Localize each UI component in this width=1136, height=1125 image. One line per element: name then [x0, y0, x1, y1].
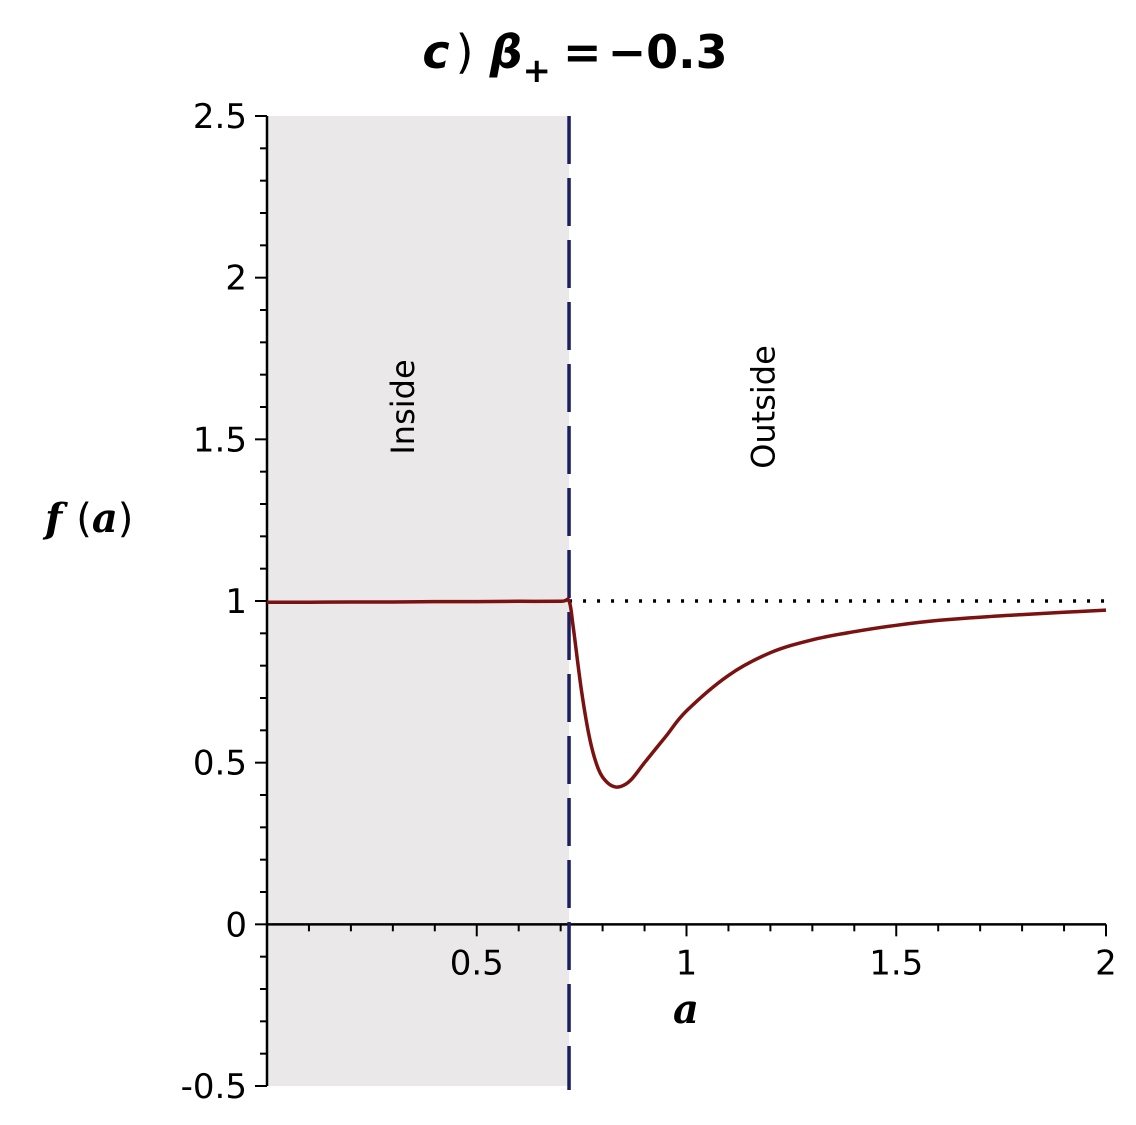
- title-subscript: +: [523, 51, 552, 91]
- chart-title: c) β+ = −0.3: [422, 25, 727, 91]
- y-tick-label: -0.5: [181, 1067, 247, 1107]
- y-tick-label: 2: [225, 259, 247, 299]
- series-curve: [266, 597, 1107, 789]
- x-axis-label: a: [673, 986, 699, 1033]
- x-tick-label: 0.5: [450, 943, 504, 983]
- y-axis-open: (: [76, 496, 92, 542]
- y-axis-close: ): [118, 496, 134, 542]
- x-tick-label: 1: [676, 943, 698, 983]
- y-axis-var: a: [92, 495, 118, 542]
- y-tick-label: 0: [225, 905, 247, 945]
- title-prefix: c: [422, 25, 449, 79]
- x-tick-label: 1.5: [869, 943, 923, 983]
- title-equals: =: [563, 25, 602, 79]
- region-label-inside: Inside: [384, 359, 422, 454]
- y-tick-label: 1.5: [193, 420, 247, 460]
- title-symbol: β: [489, 25, 523, 79]
- y-axis-func: f: [42, 495, 68, 542]
- plot-area: -0.5 0 0.5 1 1.5 2 2.5 0.5 1 1.5 2 Inside Outside: [181, 97, 1117, 1107]
- title-value: −0.3: [608, 25, 728, 79]
- x-tick-label: 2: [1095, 943, 1117, 983]
- y-axis-label: f (a): [42, 495, 133, 542]
- y-tick-label: 1: [225, 582, 247, 622]
- y-tick-label: 0.5: [193, 744, 247, 784]
- region-label-outside: Outside: [745, 345, 783, 469]
- title-paren: ): [456, 25, 474, 79]
- y-tick-label: 2.5: [193, 97, 247, 137]
